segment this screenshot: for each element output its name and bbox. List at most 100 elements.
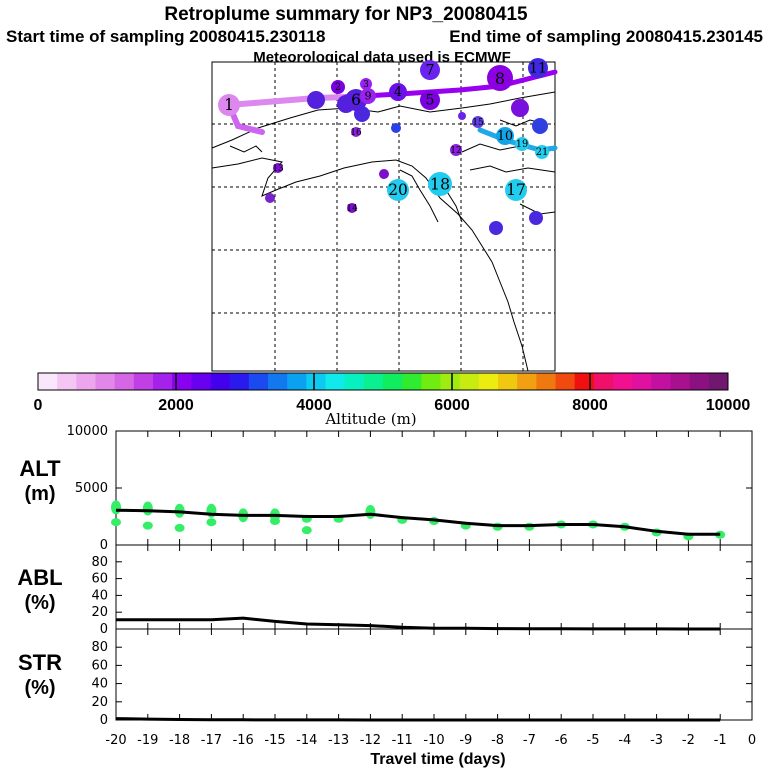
colorbar-swatch <box>76 373 96 390</box>
altitude-point <box>301 526 312 535</box>
trajectory-segment <box>343 69 558 100</box>
cluster-marker-2 <box>331 80 345 94</box>
cluster-marker-11 <box>528 58 548 78</box>
cluster-label-20: 20 <box>388 181 408 199</box>
panel-unit: (%) <box>24 592 55 614</box>
cluster-marker-17 <box>505 179 527 201</box>
y-tick-label: 40 <box>91 677 108 692</box>
x-tick-label: -6 <box>555 733 568 748</box>
x-tick-label: -10 <box>423 733 444 748</box>
colorbar-swatch <box>153 373 173 390</box>
plume-dot <box>265 193 275 203</box>
cluster-label-14: 14 <box>346 204 358 214</box>
colorbar-tick-label: 2000 <box>158 397 194 414</box>
altitude-point <box>111 518 121 527</box>
altitude-colorbar: 0 2000 4000 6000 8000 10000 Altitude (m) <box>34 372 751 428</box>
y-tick-label: 60 <box>91 658 108 673</box>
cluster-marker-19 <box>515 137 529 151</box>
colorbar-swatch <box>670 373 691 390</box>
colorbar-swatch <box>708 373 729 390</box>
cluster-label-15: 15 <box>472 118 484 128</box>
colorbar-swatch <box>651 373 671 390</box>
cluster-label-19: 19 <box>516 139 528 150</box>
figure-title: Retroplume summary for NP3_20080415 <box>164 4 528 25</box>
altitude-point <box>142 521 153 530</box>
panel-label: STR <box>18 650 62 675</box>
x-tick-label: -18 <box>169 733 190 748</box>
panel-alt: 0 5000 10000 ALT(m) <box>19 424 753 553</box>
colorbar-swatch <box>440 373 461 390</box>
cluster-label-2: 2 <box>335 82 341 93</box>
cluster-marker-21 <box>535 145 549 159</box>
x-tick-label: -8 <box>491 733 504 748</box>
colorbar-swatch <box>574 373 595 390</box>
panel-frame <box>115 544 753 630</box>
colorbar-swatch <box>689 373 710 390</box>
cluster-marker-1 <box>218 94 240 116</box>
x-tick-label: -11 <box>392 733 413 748</box>
colorbar-swatch <box>114 373 135 390</box>
colorbar-swatch <box>306 373 326 390</box>
colorbar-swatch <box>95 373 116 390</box>
colorbar-swatch <box>555 373 576 390</box>
y-tick-label: 20 <box>91 605 108 620</box>
altitude-point <box>206 518 217 527</box>
panel-label: ALT <box>19 456 61 481</box>
start-sampling-text: Start time of sampling 20080415.230118 <box>6 27 325 46</box>
panel-unit: (m) <box>24 483 55 505</box>
y-tick-label: 20 <box>91 695 108 710</box>
colorbar-swatch <box>229 373 250 390</box>
x-tick-label: -5 <box>587 733 600 748</box>
cluster-marker-15 <box>472 116 484 128</box>
cluster-marker-20 <box>387 179 409 201</box>
cluster-marker-18 <box>428 172 452 196</box>
x-tick-label: -14 <box>296 733 317 748</box>
cluster-label-16: 16 <box>350 128 362 138</box>
altitude-point <box>174 523 185 532</box>
x-tick-label: -15 <box>264 733 285 748</box>
series-line-str <box>115 717 721 722</box>
cluster-label-13: 13 <box>272 164 284 174</box>
cluster-marker-5 <box>420 90 440 110</box>
colorbar-tick-label: 8000 <box>572 397 608 414</box>
cluster-label-9: 9 <box>364 90 371 103</box>
x-tick-label: -1 <box>714 733 727 748</box>
colorbar-swatch <box>57 373 77 390</box>
colorbar-tick-label: 0 <box>34 397 43 414</box>
plume-dot <box>391 123 401 133</box>
x-axis-label: Travel time (days) <box>370 751 505 768</box>
colorbar-swatch <box>133 373 154 390</box>
x-tick-label: -19 <box>137 733 158 748</box>
plume-dot <box>511 99 529 117</box>
colorbar-tick-label: 4000 <box>296 397 332 414</box>
cluster-label-7: 7 <box>426 63 435 79</box>
cluster-label-21: 21 <box>536 147 548 158</box>
panel-frame <box>115 430 753 546</box>
colorbar-swatch <box>632 373 652 390</box>
colorbar-swatch <box>325 373 346 390</box>
y-tick-label: 0 <box>100 713 108 728</box>
panel-frame <box>115 628 753 721</box>
plume-dot <box>489 221 503 235</box>
cluster-marker-9 <box>360 88 376 104</box>
x-tick-label: -3 <box>650 733 663 748</box>
x-tick-label: -17 <box>201 733 222 748</box>
colorbar-swatch <box>421 373 441 390</box>
y-tick-label: 0 <box>100 538 108 553</box>
y-tick-label: 0 <box>100 622 108 637</box>
map-frame <box>211 61 556 372</box>
plume-dot <box>532 118 548 134</box>
cluster-marker-4 <box>389 83 407 101</box>
colorbar-tick-label: 10000 <box>706 397 751 414</box>
x-tick-label: -13 <box>328 733 349 748</box>
colorbar-swatch <box>248 373 269 390</box>
x-tick-label: -9 <box>459 733 472 748</box>
colorbar-frame <box>37 372 729 391</box>
y-tick-label: 80 <box>91 640 108 655</box>
colorbar-swatch <box>191 373 211 390</box>
end-sampling-text: End time of sampling 20080415.230145 <box>449 27 763 46</box>
cluster-label-6: 6 <box>351 91 361 109</box>
